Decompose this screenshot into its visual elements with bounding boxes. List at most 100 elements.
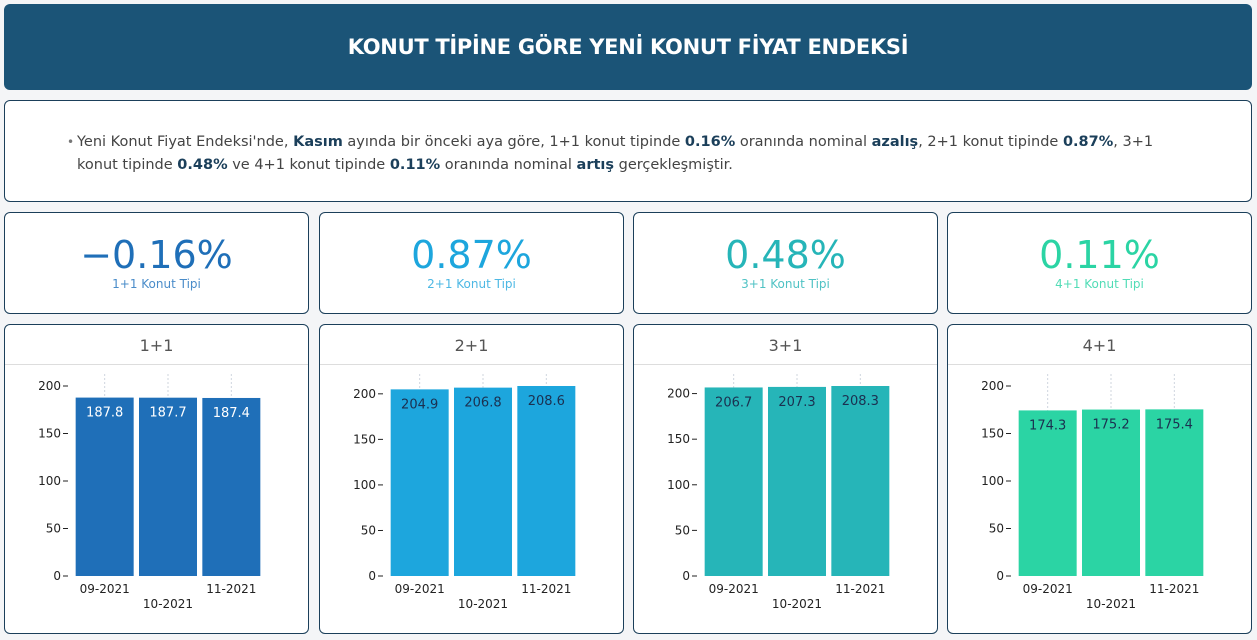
- bar-chart-1plus1: 0 50 100 150 200 187.8 187.7 187.4 09-2021 10-202…: [38, 374, 261, 611]
- bar: [831, 386, 890, 576]
- kpi-value: 0.48%: [725, 233, 846, 277]
- bar: [390, 389, 449, 576]
- chart-card-3plus1: 3+1 0 50 100 150 200 206.7 207.3 208.3 09-2021 10…: [633, 324, 938, 634]
- summary-highlight: 0.48%: [177, 157, 228, 173]
- y-tick-label: 50: [675, 523, 690, 537]
- bar-value-label: 187.4: [213, 406, 250, 421]
- chart-title: 4+1: [948, 325, 1251, 365]
- y-tick-label: 0: [368, 569, 376, 583]
- x-tick-label: 11-2021: [206, 582, 256, 596]
- page-title: KONUT TİPİNE GÖRE YENİ KONUT FİYAT ENDEK…: [347, 35, 909, 59]
- x-tick-label: 09-2021: [709, 582, 759, 596]
- kpi-label: 4+1 Konut Tipi: [1055, 277, 1144, 291]
- y-tick-label: 150: [981, 427, 1004, 441]
- summary-text: Yeni Konut Fiyat Endeksi'nde, Kasım ayın…: [77, 131, 1193, 177]
- kpi-card-2plus1: 0.87% 2+1 Konut Tipi: [319, 212, 624, 314]
- bar: [202, 397, 261, 576]
- bar: [75, 397, 134, 576]
- chart-card-2plus1: 2+1 0 50 100 150 200 204.9 206.8 208.6 09-2021 10…: [319, 324, 624, 634]
- bullet-icon: •: [67, 135, 75, 149]
- y-tick-label: 100: [353, 478, 376, 492]
- kpi-card-1plus1: −0.16% 1+1 Konut Tipi: [4, 212, 309, 314]
- chart-card-1plus1: 1+1 0 50 100 150 200 187.8 187.7 187.4 09-2021 10…: [4, 324, 309, 634]
- y-tick-label: 50: [989, 522, 1004, 536]
- summary-highlight: 0.11%: [389, 157, 441, 173]
- bar: [1082, 409, 1140, 576]
- y-tick-label: 0: [53, 569, 61, 583]
- x-tick-label: 10-2021: [1086, 597, 1136, 611]
- bar-value-label: 208.6: [528, 394, 565, 409]
- summary-highlight: Kasım: [293, 134, 343, 150]
- chart-card-4plus1: 4+1 0 50 100 150 200 174.3 175.2 175.4 09-2021 10…: [947, 324, 1252, 634]
- y-tick-label: 50: [46, 522, 61, 536]
- y-tick-label: 50: [361, 523, 376, 537]
- bar-value-label: 206.8: [464, 396, 501, 411]
- bar-value-label: 206.7: [715, 395, 752, 410]
- y-tick-label: 150: [38, 427, 61, 441]
- chart-title: 1+1: [5, 325, 308, 365]
- kpi-label: 1+1 Konut Tipi: [112, 277, 201, 291]
- summary-highlight: 0.16%: [684, 134, 736, 150]
- bar: [704, 387, 763, 576]
- bar-value-label: 187.7: [149, 406, 186, 421]
- x-tick-label: 11-2021: [1149, 582, 1199, 596]
- y-tick-label: 100: [667, 478, 690, 492]
- summary-fragment: oranında nominal: [735, 134, 872, 150]
- header-bar: KONUT TİPİNE GÖRE YENİ KONUT FİYAT ENDEK…: [4, 4, 1252, 90]
- y-tick-label: 200: [667, 387, 690, 401]
- bar-value-label: 204.9: [401, 397, 438, 412]
- y-tick-label: 150: [353, 432, 376, 446]
- bar-value-label: 175.2: [1092, 418, 1129, 433]
- kpi-value: 0.11%: [1039, 233, 1160, 277]
- bar-value-label: 175.4: [1156, 417, 1193, 432]
- summary-highlight: 0.87%: [1062, 134, 1114, 150]
- y-tick-label: 200: [353, 387, 376, 401]
- y-tick-label: 100: [981, 474, 1004, 488]
- y-tick-label: 0: [682, 569, 690, 583]
- summary-fragment: , 3+1 konut tipinde: [77, 134, 1154, 173]
- kpi-card-3plus1: 0.48% 3+1 Konut Tipi: [633, 212, 938, 314]
- bar-chart-2plus1: 0 50 100 150 200 204.9 206.8 208.6 09-2021 10-202…: [353, 374, 576, 611]
- x-tick-label: 10-2021: [143, 597, 193, 611]
- x-tick-label: 10-2021: [458, 597, 508, 611]
- summary-highlight: azalış: [871, 134, 919, 150]
- chart-title: 3+1: [634, 325, 937, 365]
- summary-fragment: , 2+1 konut tipinde: [918, 134, 1063, 150]
- bar-chart-4plus1: 0 50 100 150 200 174.3 175.2 175.4 09-2021 10-202…: [981, 374, 1204, 611]
- x-tick-label: 09-2021: [395, 582, 445, 596]
- bar-value-label: 208.3: [842, 394, 879, 409]
- x-tick-label: 09-2021: [1023, 582, 1073, 596]
- kpi-label: 3+1 Konut Tipi: [741, 277, 830, 291]
- summary-fragment: oranında nominal: [440, 157, 577, 173]
- kpi-label: 2+1 Konut Tipi: [427, 277, 516, 291]
- y-tick-label: 150: [667, 432, 690, 446]
- chart-title: 2+1: [320, 325, 623, 365]
- summary-highlight: artış: [576, 157, 614, 173]
- summary-panel: • Yeni Konut Fiyat Endeksi'nde, Kasım ay…: [4, 100, 1252, 202]
- y-tick-label: 200: [981, 379, 1004, 393]
- bar: [517, 386, 576, 576]
- bar-value-label: 187.8: [86, 406, 123, 421]
- x-tick-label: 09-2021: [80, 582, 130, 596]
- summary-fragment: ve 4+1 konut tipinde: [227, 157, 390, 173]
- x-tick-label: 10-2021: [772, 597, 822, 611]
- y-tick-label: 0: [996, 569, 1004, 583]
- summary-fragment: Yeni Konut Fiyat Endeksi'nde,: [77, 134, 294, 150]
- bar: [139, 397, 197, 576]
- bar-value-label: 174.3: [1029, 418, 1066, 433]
- bar-value-label: 207.3: [778, 395, 815, 410]
- kpi-card-4plus1: 0.11% 4+1 Konut Tipi: [947, 212, 1252, 314]
- kpi-value: −0.16%: [80, 233, 233, 277]
- bar-chart-3plus1: 0 50 100 150 200 206.7 207.3 208.3 09-2021 10-202…: [667, 374, 890, 611]
- kpi-value: 0.87%: [411, 233, 532, 277]
- bar: [768, 386, 826, 576]
- y-tick-label: 200: [38, 379, 61, 393]
- bar: [454, 387, 512, 576]
- bar: [1145, 409, 1204, 576]
- summary-fragment: ayında bir önceki aya göre, 1+1 konut ti…: [342, 134, 685, 150]
- x-tick-label: 11-2021: [521, 582, 571, 596]
- x-tick-label: 11-2021: [835, 582, 885, 596]
- bar: [1018, 410, 1077, 576]
- summary-fragment: gerçekleşmiştir.: [614, 157, 733, 173]
- y-tick-label: 100: [38, 474, 61, 488]
